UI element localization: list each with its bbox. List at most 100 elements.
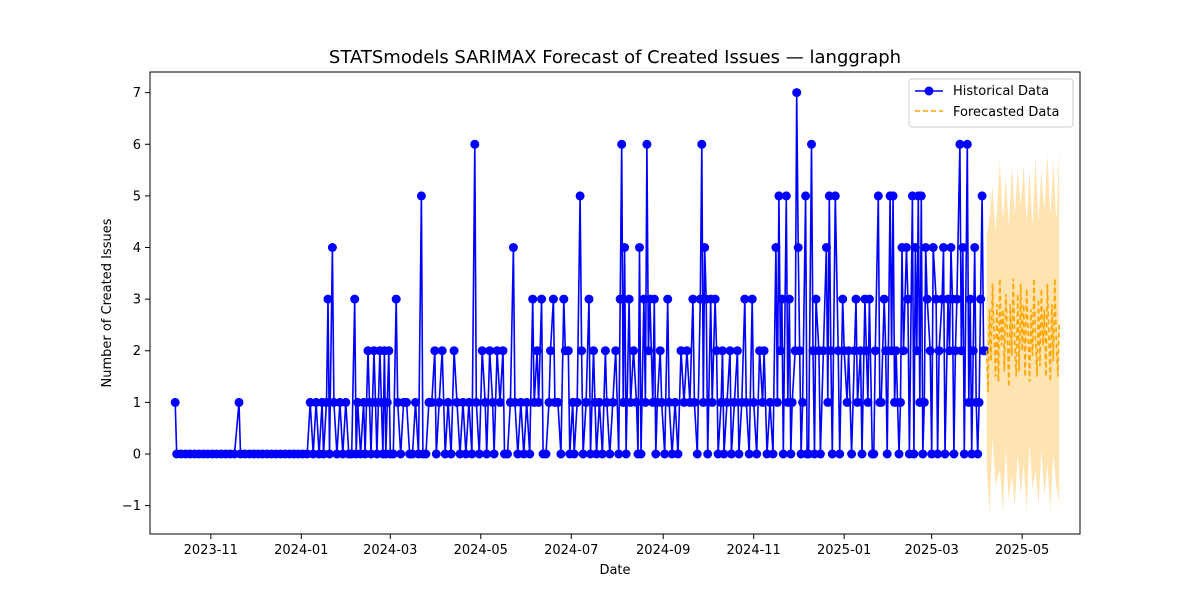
historical-point <box>925 346 935 356</box>
historical-point <box>449 346 459 356</box>
historical-point <box>768 449 778 459</box>
historical-point <box>431 449 441 459</box>
historical-point <box>830 191 840 201</box>
historical-point <box>891 346 901 356</box>
historical-point <box>703 449 713 459</box>
historical-point <box>474 449 484 459</box>
y-tick-label: 6 <box>133 138 141 153</box>
historical-point <box>470 139 480 149</box>
historical-point <box>873 191 883 201</box>
historical-point <box>863 397 873 407</box>
historical-point <box>427 397 437 407</box>
historical-point <box>734 449 744 459</box>
historical-point <box>632 397 641 407</box>
historical-point <box>534 397 544 407</box>
historical-point <box>919 397 929 407</box>
historical-point <box>620 243 630 252</box>
historical-point <box>411 397 420 407</box>
historical-point <box>741 397 751 407</box>
historical-point <box>396 449 406 459</box>
historical-point <box>882 449 892 459</box>
historical-point <box>660 449 670 459</box>
historical-point <box>643 346 653 356</box>
historical-point <box>323 294 333 304</box>
x-tick-label: 2024-05 <box>454 543 508 558</box>
historical-point <box>934 346 944 356</box>
historical-point <box>477 346 487 356</box>
historical-point <box>605 449 615 459</box>
historical-point <box>939 243 948 252</box>
historical-point <box>928 243 938 252</box>
historical-point <box>525 449 535 459</box>
x-axis-label: Date <box>599 563 630 578</box>
historical-point <box>959 449 969 459</box>
historical-point <box>752 449 762 459</box>
x-tick-label: 2023-11 <box>184 543 238 558</box>
historical-point <box>578 449 588 459</box>
historical-point <box>697 139 707 149</box>
y-axis-label: Number of Created Issues <box>100 218 115 387</box>
legend: Historical Data Forecasted Data <box>908 78 1074 128</box>
forecast-series-line <box>985 278 1060 393</box>
historical-point <box>488 397 498 407</box>
historical-point <box>421 449 431 459</box>
legend-historical-label: Historical Data <box>953 84 1049 99</box>
historical-point <box>851 294 861 304</box>
historical-point <box>977 191 987 201</box>
historical-point <box>956 346 966 356</box>
historical-point <box>826 346 836 356</box>
historical-point <box>384 346 394 356</box>
historical-point <box>600 346 610 356</box>
historical-point <box>485 346 495 356</box>
historical-point <box>489 449 499 459</box>
historical-point <box>594 397 604 407</box>
x-tick-label: 2025-01 <box>817 543 871 558</box>
historical-point <box>655 346 665 356</box>
historical-point <box>775 346 785 356</box>
historical-point <box>921 243 931 252</box>
historical-point <box>811 294 821 304</box>
historical-point <box>663 294 673 304</box>
historical-point <box>838 294 848 304</box>
historical-point <box>657 397 667 407</box>
historical-point <box>327 243 337 252</box>
historical-point <box>965 294 975 304</box>
historical-point <box>563 346 573 356</box>
historical-point <box>642 139 652 149</box>
historical-point <box>350 294 360 304</box>
legend-historical-marker <box>924 86 934 96</box>
historical-point <box>777 294 787 304</box>
historical-point <box>909 449 919 459</box>
historical-point <box>876 397 886 407</box>
historical-point <box>402 397 412 407</box>
historical-point <box>548 294 558 304</box>
historical-point <box>827 449 837 459</box>
historical-point <box>729 397 739 407</box>
historical-point <box>749 397 759 407</box>
historical-point <box>430 346 440 356</box>
historical-point <box>784 294 794 304</box>
historical-point <box>726 449 736 459</box>
historical-point <box>614 449 624 459</box>
historical-point <box>559 294 569 304</box>
x-tick-label: 2024-01 <box>274 543 328 558</box>
historical-point <box>835 449 845 459</box>
historical-point <box>958 243 968 252</box>
historical-point <box>651 449 661 459</box>
historical-point <box>572 397 582 407</box>
legend-forecast-label: Forecasted Data <box>953 105 1059 120</box>
y-tick-label: −1 <box>122 499 141 514</box>
historical-point <box>617 139 627 149</box>
historical-point <box>522 397 532 407</box>
historical-point <box>480 397 490 407</box>
historical-point <box>732 346 742 356</box>
historical-point <box>955 139 965 149</box>
historical-point <box>801 191 811 201</box>
historical-point <box>888 191 898 201</box>
historical-point <box>918 449 928 459</box>
historical-point <box>747 294 757 304</box>
historical-point <box>688 294 698 304</box>
historical-point <box>916 191 926 201</box>
historical-point <box>823 397 833 407</box>
historical-point <box>629 346 638 356</box>
